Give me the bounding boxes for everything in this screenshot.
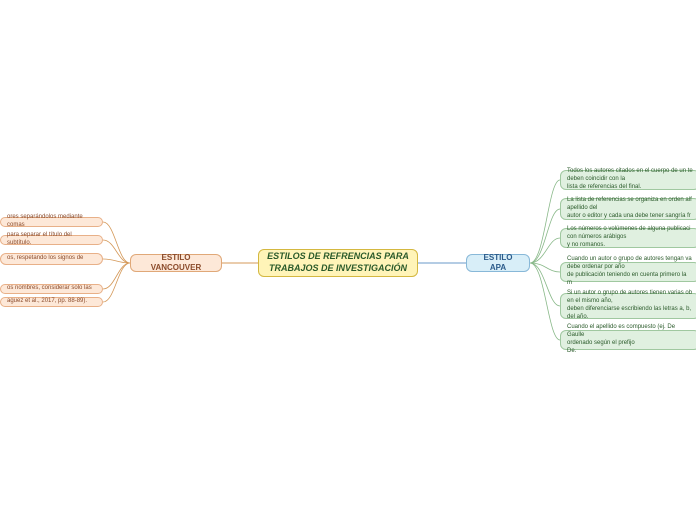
left-leaf: os nombres, considerar solo las xyxy=(0,284,103,294)
right-leaf: Cuando el apellido es compuesto (ej. De … xyxy=(560,330,696,350)
right-leaf: La lista de referencias se organiza en o… xyxy=(560,198,696,220)
right-leaf: Todos los autores citados en el cuerpo d… xyxy=(560,170,696,190)
right-leaf: Si un autor o grupo de autores tienen va… xyxy=(560,293,696,319)
right-leaf: Cuando un autor o grupo de autores tenga… xyxy=(560,262,696,282)
center-node: ESTILOS DE REFRENCIAS PARATRABAJOS DE IN… xyxy=(258,249,418,277)
left-leaf: para separar el título del subtítulo. xyxy=(0,235,103,245)
right-branch-node: ESTILO APA xyxy=(466,254,530,272)
left-leaf: ores separándolos mediante comas xyxy=(0,217,103,227)
left-leaf: aguez et al., 2017, pp. 88-89). xyxy=(0,297,103,307)
right-leaf: Los números o volúmenes de alguna public… xyxy=(560,228,696,248)
left-leaf: os, respetando los signos de xyxy=(0,253,103,265)
left-branch-node: ESTILO VANCOUVER xyxy=(130,254,222,272)
